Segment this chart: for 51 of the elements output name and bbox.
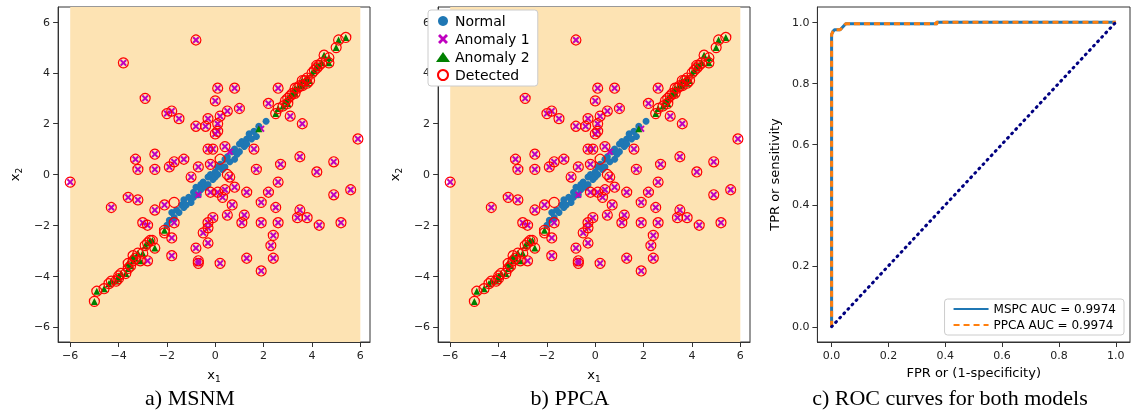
y-tick-label: 2 — [423, 117, 431, 131]
y-tick-label: 0.4 — [791, 198, 810, 212]
legend-label: Detected — [455, 67, 520, 83]
y-tick-label: −4 — [413, 269, 431, 283]
x-tick-label: 0.4 — [936, 349, 955, 362]
y-axis-title: x2 — [387, 167, 404, 182]
x-tick-label: −4 — [110, 349, 127, 362]
x-tick-label: −6 — [442, 349, 459, 362]
y-tick-label: 1.0 — [791, 15, 810, 29]
y-tick-label: −2 — [413, 218, 431, 232]
x-tick-label: 6 — [736, 349, 744, 362]
text: b) PPCA — [530, 384, 610, 410]
y-tick-label: 0.8 — [791, 76, 810, 90]
x-tick-label: 0.6 — [993, 349, 1011, 362]
y-tick-label: −4 — [33, 269, 51, 283]
x-tick-label: 1.0 — [1107, 349, 1125, 362]
x-tick-label: 0 — [591, 349, 599, 362]
y-tick-label: 0 — [43, 168, 51, 181]
legend-label: Normal — [455, 13, 506, 29]
y-axis-title: TPR or sensitivity — [767, 117, 782, 232]
text: a) MSNM — [145, 384, 235, 410]
y-tick-label: −2 — [33, 218, 51, 232]
x-tick-label: −2 — [158, 349, 176, 362]
y-tick-label: 0.2 — [791, 259, 810, 273]
x-tick-label: −2 — [538, 349, 556, 362]
legend-label: PPCA AUC = 0.9974 — [993, 318, 1114, 332]
x-tick-label: 0.0 — [822, 349, 841, 362]
y-tick-label: −6 — [413, 320, 431, 334]
x-tick-label: −6 — [62, 349, 79, 362]
x-tick-label: 6 — [356, 349, 364, 362]
y-tick-label: 0 — [423, 168, 431, 181]
y-axis-title: x2 — [7, 167, 24, 182]
x-tick-label: 0.8 — [1050, 349, 1068, 362]
y-tick-label: 2 — [43, 117, 51, 131]
legend-label: Anomaly 2 — [455, 49, 530, 65]
legend-label: Anomaly 1 — [455, 31, 530, 47]
x-tick-label: 0 — [211, 349, 219, 362]
x-axis-title: FPR or (1-specificity) — [906, 365, 1041, 380]
y-tick-label: −6 — [33, 320, 51, 334]
x-tick-label: 4 — [688, 349, 696, 362]
x-tick-label: 0.2 — [879, 349, 898, 362]
y-tick-label: 4 — [43, 66, 51, 80]
text: c) ROC curves for both models — [812, 384, 1088, 410]
y-tick-label: 0.0 — [791, 320, 810, 334]
x-tick-label: 4 — [308, 349, 316, 362]
legend-label: MSPC AUC = 0.9974 — [993, 302, 1117, 316]
y-tick-label: 0.6 — [791, 137, 810, 151]
y-tick-label: 6 — [43, 15, 51, 29]
x-tick-label: 2 — [640, 349, 648, 362]
x-tick-label: −4 — [490, 349, 507, 362]
x-tick-label: 2 — [260, 349, 268, 362]
